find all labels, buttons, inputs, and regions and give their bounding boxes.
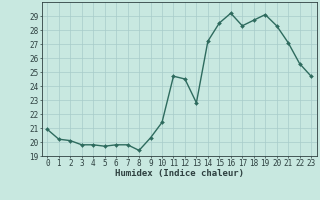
X-axis label: Humidex (Indice chaleur): Humidex (Indice chaleur) [115, 169, 244, 178]
